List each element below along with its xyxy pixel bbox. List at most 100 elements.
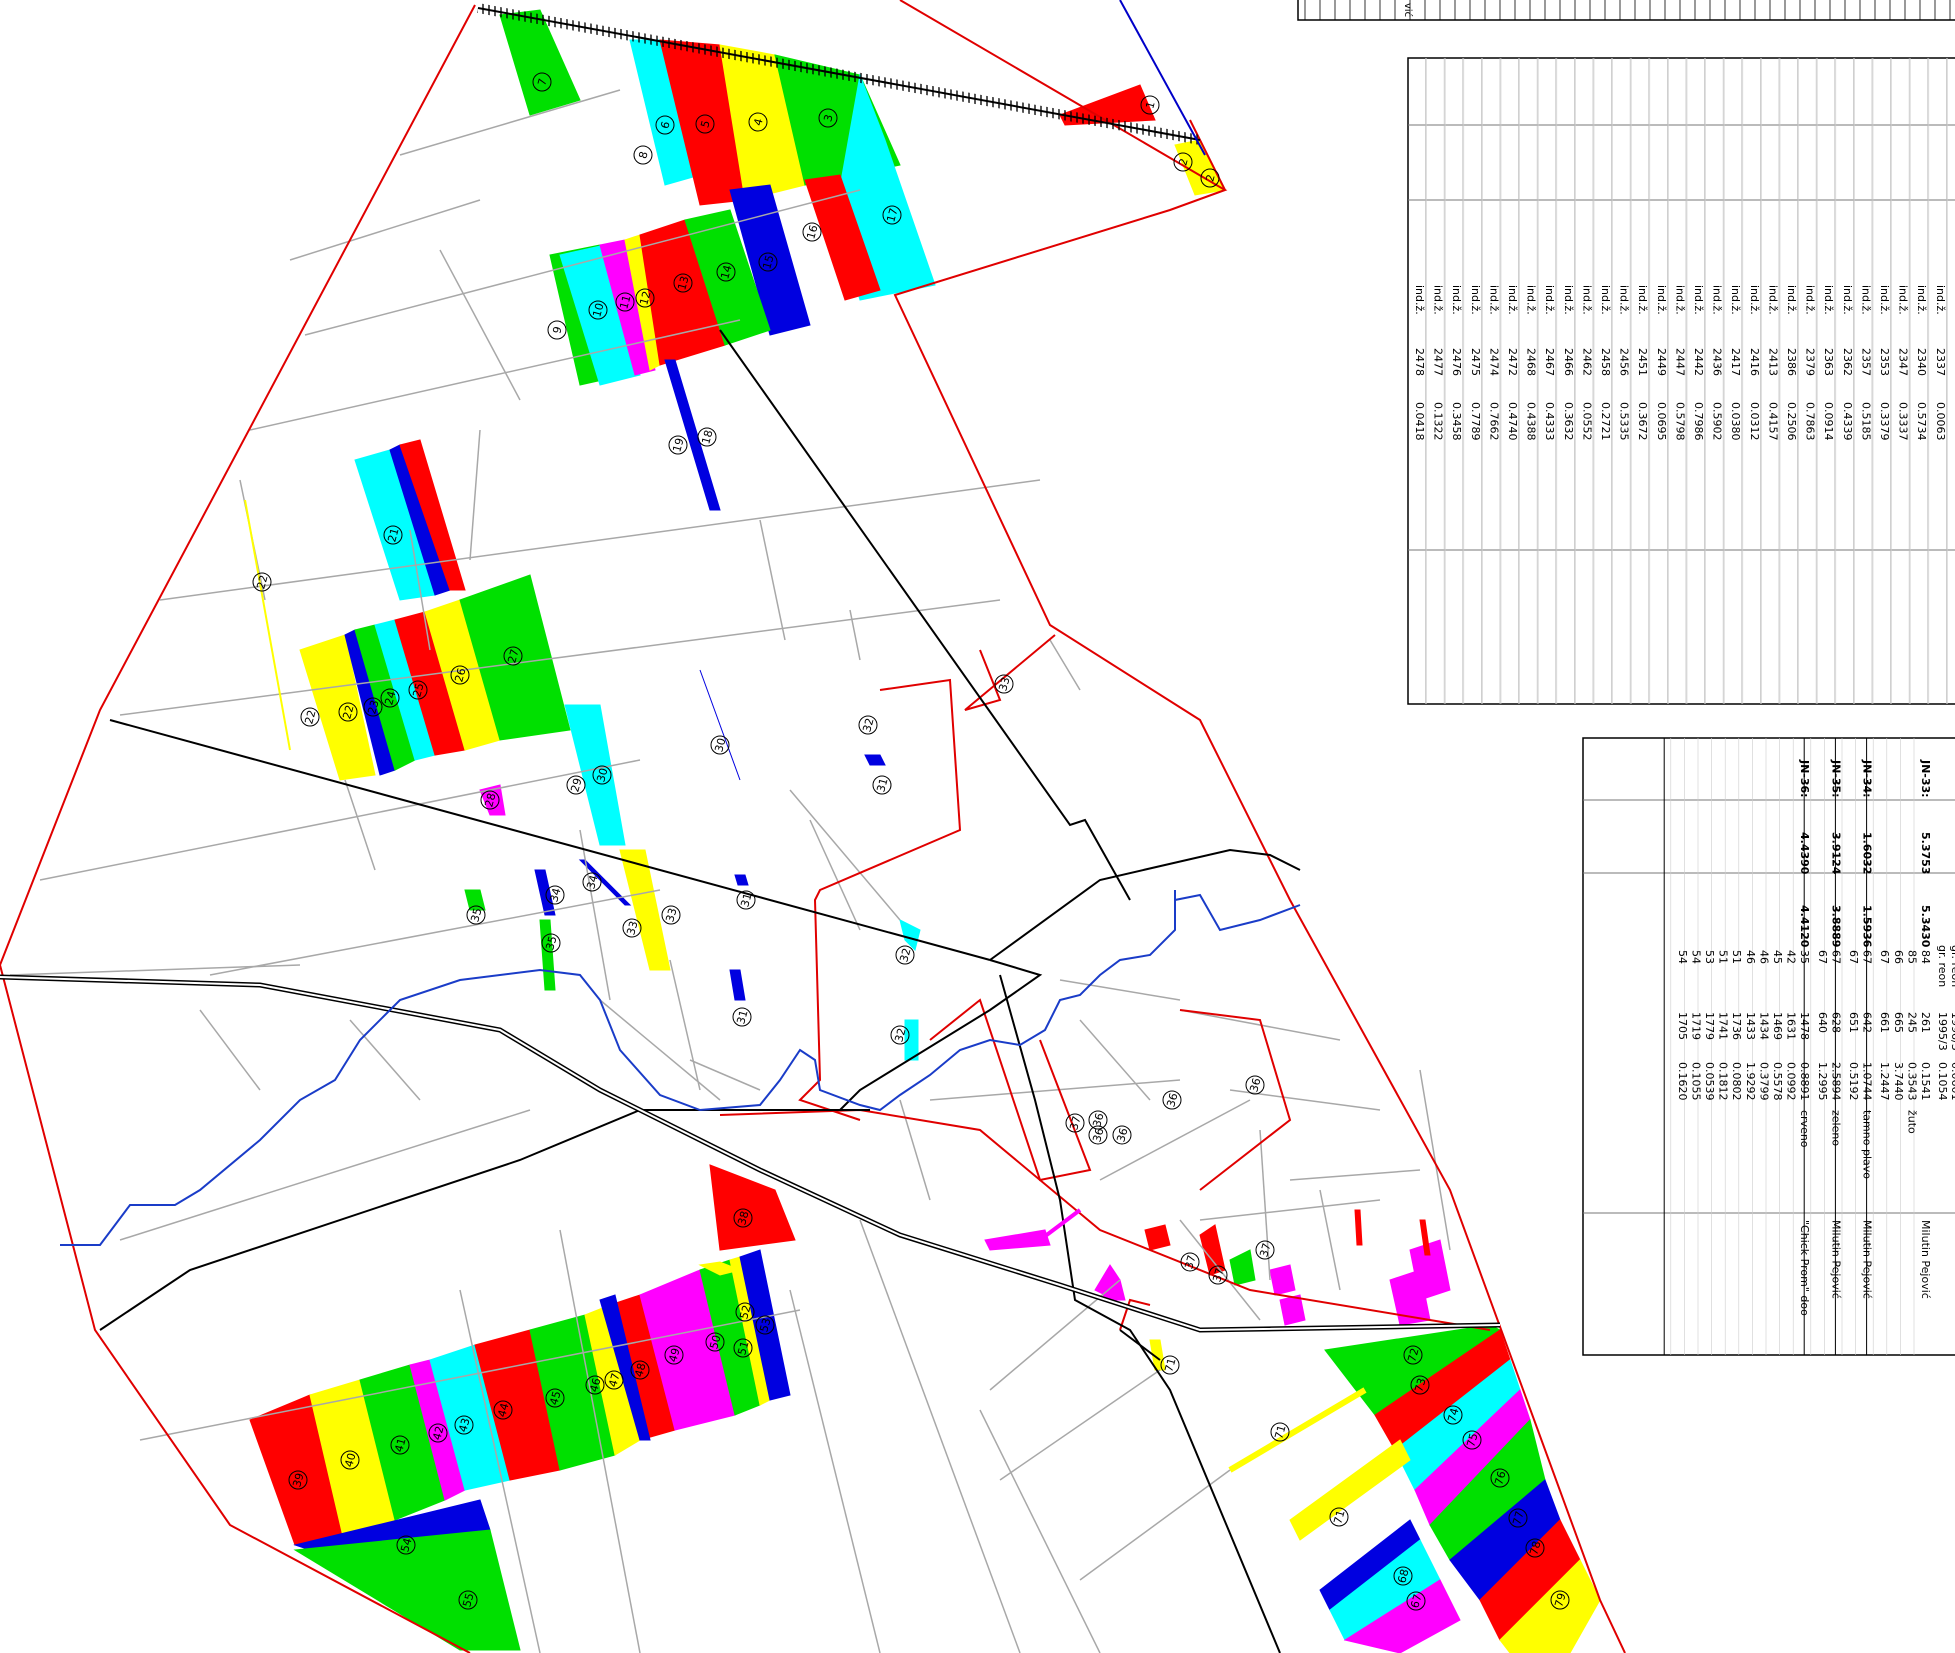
table-cell-color: žuto xyxy=(1905,1110,1918,1134)
table-cell-reon: 67 xyxy=(1878,950,1891,964)
table-cell-area: 0.5734 xyxy=(1915,402,1928,441)
table-cell-area: 0.4339 xyxy=(1841,402,1854,441)
parcel-number-label: 50 xyxy=(705,1332,725,1352)
parcel-number: 68 xyxy=(1395,1568,1411,1585)
table-cell-id: 1631 xyxy=(1785,1012,1798,1040)
parcel-number: 52 xyxy=(737,1304,753,1321)
table-cell-area: 0.0380 xyxy=(1729,402,1742,441)
parcel-number-label: 31 xyxy=(872,775,892,795)
table-cell-prefix: ind.ž. xyxy=(1822,285,1835,315)
table-cell-area: 0.8891 xyxy=(1798,1062,1811,1101)
parcel-number: 42 xyxy=(430,1425,446,1442)
table-cell-color: crveno xyxy=(1798,1110,1811,1148)
parcel-number-label: 4 xyxy=(748,112,768,132)
parcel-strip xyxy=(299,634,376,781)
table-cell-parcel: 2468 xyxy=(1525,348,1538,376)
parcel-number: 73 xyxy=(1412,1377,1428,1394)
parcel-strip xyxy=(559,244,641,386)
top-table-fragment: vić xyxy=(1297,0,1955,21)
parcel-strip xyxy=(904,1019,919,1061)
parcel-number-label: 36 xyxy=(1245,1075,1265,1095)
parcel-strip xyxy=(804,174,881,301)
parcel-number-label: 17 xyxy=(882,205,902,225)
parcel-number-label: 53 xyxy=(755,1315,775,1335)
table-cell-area: 0.7662 xyxy=(1487,402,1500,441)
table-cell-area: 0.7986 xyxy=(1692,402,1705,441)
table-group-total: 1.6032 xyxy=(1861,832,1874,874)
parcel-strip xyxy=(399,439,466,591)
table-cell-area: 0.2506 xyxy=(1785,402,1798,441)
table-cell-area: 1.0744 xyxy=(1861,1062,1874,1101)
table-cell-id: 661 xyxy=(1878,1012,1891,1033)
table-cell-area: 0.4388 xyxy=(1525,402,1538,441)
parcel-number-label: 33 xyxy=(994,674,1014,694)
parcel-strip xyxy=(1144,1224,1171,1251)
parcel-number: 21 xyxy=(385,527,401,544)
parcel-number-label: 30 xyxy=(592,765,612,785)
parcel-number-label: 3 xyxy=(818,108,838,128)
parcel-number: 38 xyxy=(735,1210,751,1227)
table-group-id: JN-34: xyxy=(1861,759,1874,798)
table-cell-prefix: ind.ž. xyxy=(1506,285,1519,315)
parcel-number: 50 xyxy=(707,1334,723,1351)
parcel-number: 31 xyxy=(738,892,754,909)
parcel-number: 17 xyxy=(884,207,900,224)
table-cell-id: 665 xyxy=(1892,1012,1905,1033)
table-cell-area: 0.0914 xyxy=(1822,402,1835,441)
table-cell-area: 0.5798 xyxy=(1673,402,1686,441)
table-cell-area: 0.5185 xyxy=(1859,402,1872,441)
table-cell-parcel: 2337 xyxy=(1934,348,1947,376)
table-cell-prefix: ind.ž. xyxy=(1915,285,1928,315)
parcel-strip xyxy=(534,869,556,916)
parcel-number-label: 36 xyxy=(1162,1090,1182,1110)
table-cell-reon: 45 xyxy=(1771,950,1784,964)
parcel-number: 12 xyxy=(637,290,653,307)
parcel-number: 33 xyxy=(996,676,1012,693)
table-cell-id: 1996/3 xyxy=(1949,1012,1955,1051)
parcel-number-label: 9 xyxy=(547,320,567,340)
table-group-total: 5.3753 xyxy=(1919,832,1932,874)
parcel-number: 36 xyxy=(1247,1077,1263,1094)
parcel-number-label: 41 xyxy=(390,1435,410,1455)
parcel-number-label: 35 xyxy=(466,905,486,925)
table-group-sum: 4.4120 xyxy=(1798,905,1811,948)
roads xyxy=(99,329,1301,1653)
parcel-number: 30 xyxy=(712,737,728,754)
table-cell-area: 0.4740 xyxy=(1506,402,1519,441)
table-cell-parcel: 2456 xyxy=(1618,348,1631,376)
parcel-number: 46 xyxy=(587,1377,603,1394)
parcel-number: 15 xyxy=(760,254,776,271)
parcel-number: 34 xyxy=(584,874,600,891)
parcel-number: 23 xyxy=(365,699,381,716)
table-group-total: 4.4390 xyxy=(1798,832,1811,875)
table-cell-prefix: ind.ž. xyxy=(1543,285,1556,315)
parcel-number: 75 xyxy=(1464,1432,1480,1449)
table-cell-id: 1741 xyxy=(1717,1012,1730,1040)
parcel-strip xyxy=(1289,1439,1411,1541)
table-cell-prefix: ind.ž. xyxy=(1525,285,1538,315)
table-cell-area: 0.3799 xyxy=(1757,1062,1770,1101)
table-cell-reon: 67 xyxy=(1847,950,1860,964)
table-cell-parcel: 2451 xyxy=(1636,348,1649,376)
parcel-number: 33 xyxy=(624,920,640,937)
parcel-number: 5 xyxy=(698,119,712,129)
table-cell-prefix: ind.ž. xyxy=(1729,285,1742,315)
parcel-number: 74 xyxy=(1445,1407,1461,1424)
parcel-table-1: ind.ž. 2478 0.0418 ind.ž. 2477 0.1322 ind.ž. 24… xyxy=(1407,57,1955,705)
river xyxy=(60,890,1301,1246)
parcel-number: 47 xyxy=(606,1372,622,1389)
table-cell-prefix: ind.ž. xyxy=(1748,285,1761,315)
table-cell-area: 0.4333 xyxy=(1543,402,1556,441)
parcel-strip xyxy=(1354,1209,1363,1246)
parcel-strip xyxy=(479,784,506,816)
parcel-number: 35 xyxy=(468,907,484,924)
table-cell-parcel: 2413 xyxy=(1766,348,1779,376)
table-cell-reon: 67 xyxy=(1829,950,1842,964)
parcel-number-label: 11 xyxy=(615,292,635,312)
table-cell-area: 0.3543 xyxy=(1905,1062,1918,1101)
table-cell-reon: 46 xyxy=(1757,950,1770,964)
table-cell-reon: 67 xyxy=(1861,950,1874,964)
table-cell-reon: 54 xyxy=(1676,950,1689,964)
table-cell-area: 0.0539 xyxy=(1703,1062,1716,1101)
